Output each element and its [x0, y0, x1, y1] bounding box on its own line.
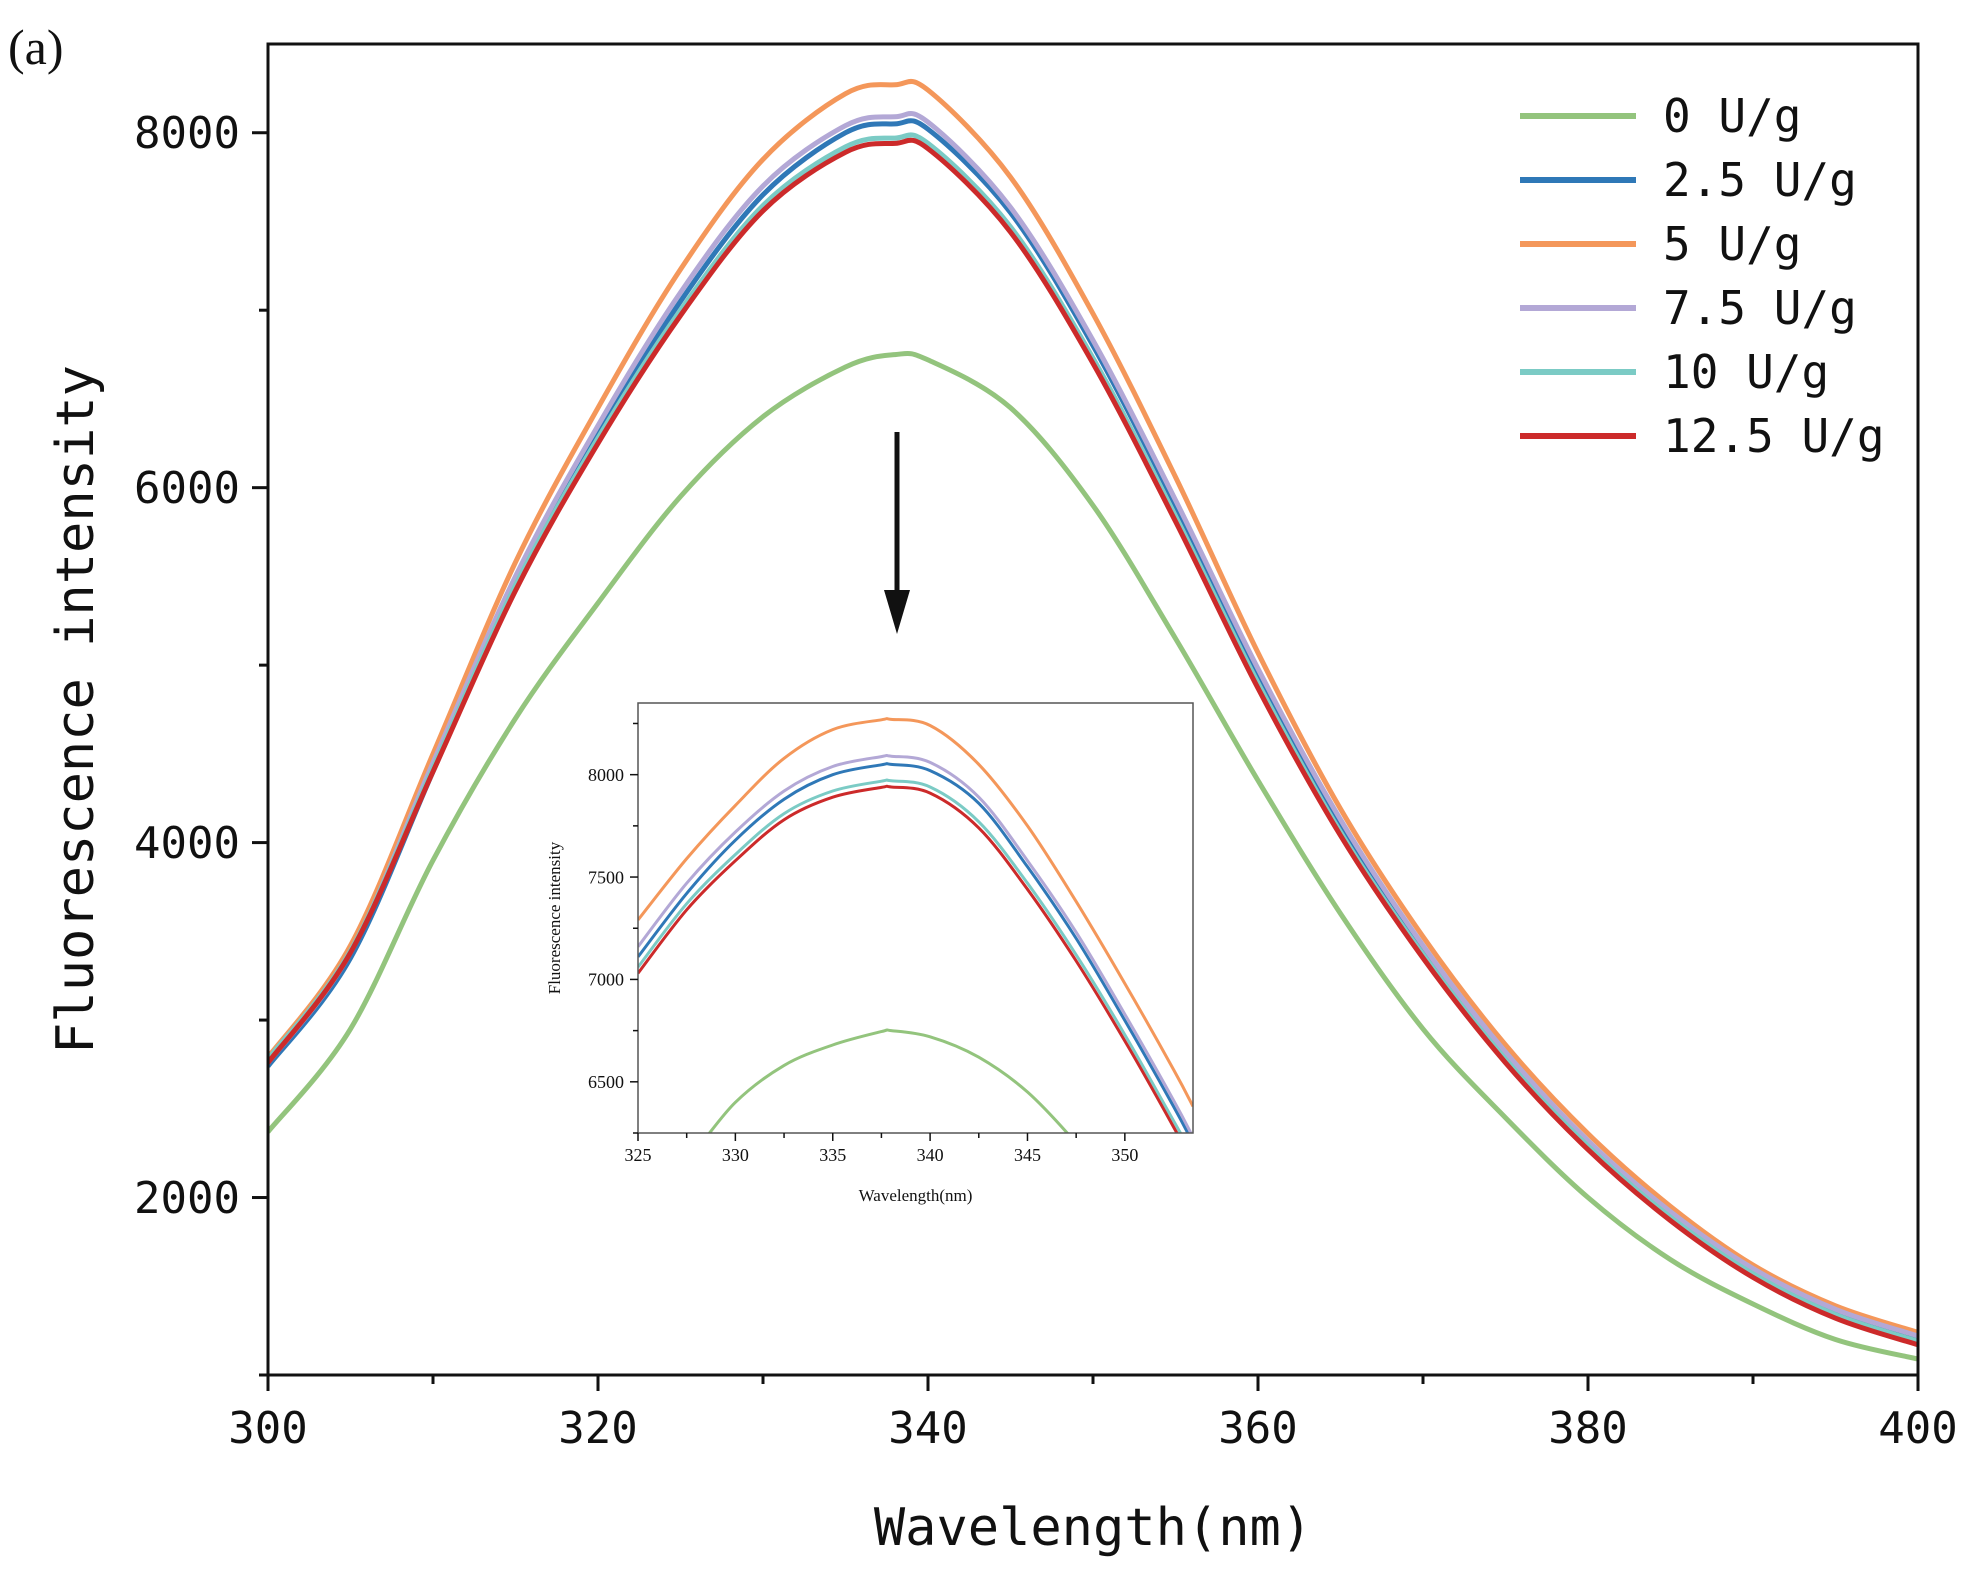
main-x-tick-label: 320 [558, 1403, 637, 1454]
inset-x-tick-label: 345 [1014, 1145, 1041, 1165]
inset-x-tick-label: 330 [722, 1145, 749, 1165]
inset-series-line-7-5-u-g [638, 753, 1193, 1133]
main-series-line-7-5-u-g [268, 111, 1918, 1339]
inset-series-line-10-u-g [638, 778, 1183, 1133]
main-x-tick-label: 300 [228, 1403, 307, 1454]
inset-chart: 325 330 335 340 345 350 6500 7000 7500 8000 Wavele… [545, 702, 1194, 1205]
main-x-axis-label: Wavelength(nm) [874, 1498, 1312, 1558]
main-series-line-5-u-g [268, 78, 1918, 1335]
inset-series-line-12-5-u-g [638, 784, 1179, 1133]
inset-y-tick-label: 7000 [588, 970, 624, 990]
main-x-tick-label: 340 [888, 1403, 967, 1454]
inset-x-tick-label: 340 [917, 1145, 944, 1165]
arrow-head [884, 590, 910, 634]
inset-series-line-2-5-u-g [638, 762, 1190, 1133]
main-y-tick-label: 6000 [134, 463, 240, 514]
inset-y-axis-label: Fluorescence intensity [545, 841, 564, 994]
inset-y-tick-label: 6500 [588, 1072, 624, 1092]
legend-label-10-u-g: 10 U/g [1663, 345, 1829, 399]
inset-y-tick-label: 8000 [588, 765, 624, 785]
inset-series-line-5-u-g [638, 717, 1193, 1108]
inset-plot-frame [637, 702, 1194, 1134]
annotation-arrow [884, 432, 910, 634]
main-y-tick-label: 8000 [134, 108, 240, 159]
main-y-axis-label: Fluorescence intensity [46, 365, 106, 1054]
main-y-tick-label: 2000 [134, 1173, 240, 1224]
main-x-tick-label: 400 [1878, 1403, 1957, 1454]
inset-plot-background [638, 703, 1193, 1133]
inset-x-tick-label: 335 [819, 1145, 846, 1165]
main-chart: 300 320 340 360 380 400 2000 4000 6000 8000 Wavele… [46, 42, 1958, 1558]
inset-x-axis-label: Wavelength(nm) [859, 1186, 973, 1205]
main-series-line-0-u-g [268, 350, 1918, 1362]
inset-series-line-0-u-g [707, 1028, 1070, 1133]
main-series-group [268, 78, 1918, 1362]
panel-label: (a) [8, 19, 64, 75]
legend-label-7-5-u-g: 7.5 U/g [1663, 281, 1857, 335]
main-x-tick-label: 360 [1218, 1403, 1297, 1454]
main-series-line-12-5-u-g [268, 137, 1918, 1348]
inset-y-tick-label: 7500 [588, 867, 624, 887]
legend-label-12-5-u-g: 12.5 U/g [1663, 409, 1885, 463]
main-x-tick-label: 380 [1548, 1403, 1627, 1454]
legend: 0 U/g 2.5 U/g 5 U/g 7.5 U/g 10 U/g 12.5 U/g [1520, 89, 1885, 463]
legend-label-2-5-u-g: 2.5 U/g [1663, 153, 1857, 207]
inset-x-tick-label: 325 [625, 1145, 652, 1165]
inset-x-tick-label: 350 [1111, 1145, 1138, 1165]
legend-label-5-u-g: 5 U/g [1663, 217, 1801, 271]
inset-series-group [638, 717, 1193, 1133]
main-y-tick-label: 4000 [134, 818, 240, 869]
legend-label-0-u-g: 0 U/g [1663, 89, 1801, 143]
